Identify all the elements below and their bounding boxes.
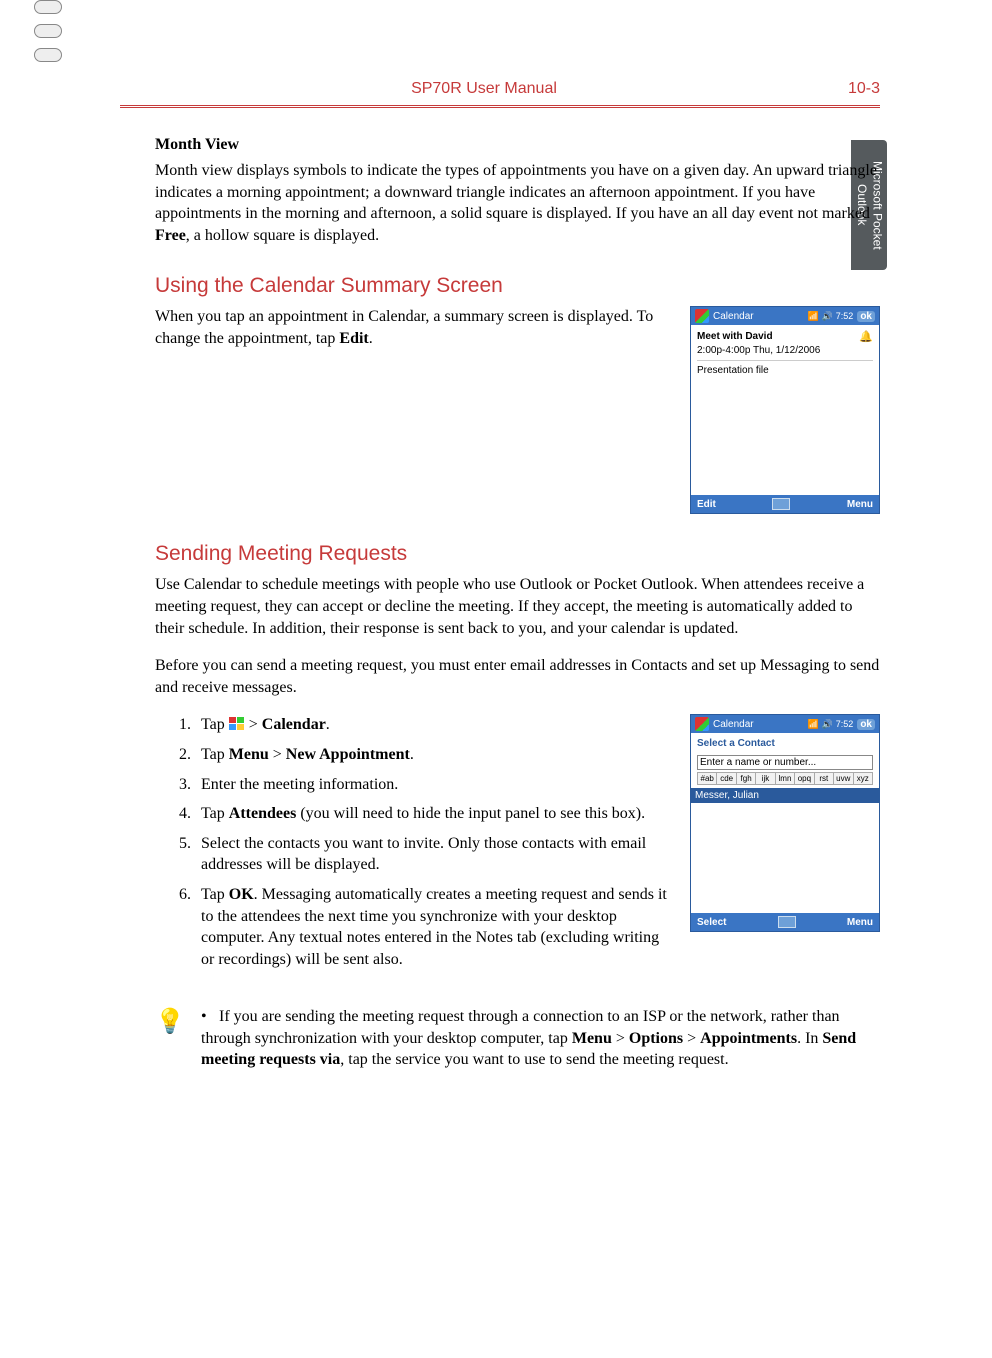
summary-body: When you tap an appointment in Calendar,… [155,306,672,349]
meeting-p1: Use Calendar to schedule meetings with p… [155,574,880,639]
contact-search-input[interactable] [697,755,873,770]
month-view-body: Month view displays symbols to indicate … [155,160,880,246]
step-3: Enter the meeting information. [195,774,672,796]
softkey-menu[interactable]: Menu [847,499,873,510]
appointment-subject: Meet with David🔔 [697,329,873,344]
softkey-menu[interactable]: Menu [847,917,873,928]
spiral-binding [30,0,70,72]
contact-row-selected[interactable]: Messer, Julian [691,788,879,803]
header-title: SP70R User Manual [411,80,557,98]
meeting-heading: Sending Meeting Requests [155,542,880,566]
select-contact-label: Select a Contact [697,738,873,749]
steps-list: Tap > Calendar. Tap Menu > New Appointme… [155,714,672,970]
step-4: Tap Attendees (you will need to hide the… [195,803,672,825]
header-page-number: 10-3 [848,80,880,98]
step-2: Tap Menu > New Appointment. [195,744,672,766]
windows-icon [229,717,245,731]
appointment-time: 2:00p-4:00p Thu, 1/12/2006 [697,344,873,357]
meeting-p2: Before you can send a meeting request, y… [155,655,880,698]
device-screenshot-summary: Calendar 📶 🔊 7:52 ok Meet with David🔔 2:… [690,306,880,514]
status-icons: 📶 🔊 7:52 [808,719,853,730]
lightbulb-icon: 💡 [155,1006,185,1071]
appointment-note: Presentation file [697,364,873,377]
page: SP70R User Manual 10-3 Month View Month … [120,80,880,1071]
alpha-tabs[interactable]: #abcdefghijklmnopqrstuvwxyz [697,772,873,785]
status-icons: 📶 🔊 7:52 [808,311,853,322]
tip-block: 💡 • If you are sending the meeting reque… [155,1006,880,1071]
device-title: Calendar [713,719,754,730]
device-title: Calendar [713,311,754,322]
ok-button[interactable]: ok [857,719,875,730]
step-1: Tap > Calendar. [195,714,672,736]
softkey-edit[interactable]: Edit [697,499,716,510]
softkey-select[interactable]: Select [697,917,726,928]
summary-heading: Using the Calendar Summary Screen [155,274,880,298]
start-icon [695,309,709,323]
header-rule [120,104,880,108]
step-5: Select the contacts you want to invite. … [195,833,672,876]
device-screenshot-contact: Calendar 📶 🔊 7:52 ok Select a Contact #a… [690,714,880,932]
page-header: SP70R User Manual 10-3 [120,80,880,104]
ok-button[interactable]: ok [857,311,875,322]
bell-icon: 🔔 [859,330,873,343]
start-icon [695,717,709,731]
month-view-heading: Month View [155,136,880,154]
step-6: Tap OK. Messaging automatically creates … [195,884,672,970]
keyboard-icon[interactable] [772,498,790,510]
keyboard-icon[interactable] [778,916,796,928]
